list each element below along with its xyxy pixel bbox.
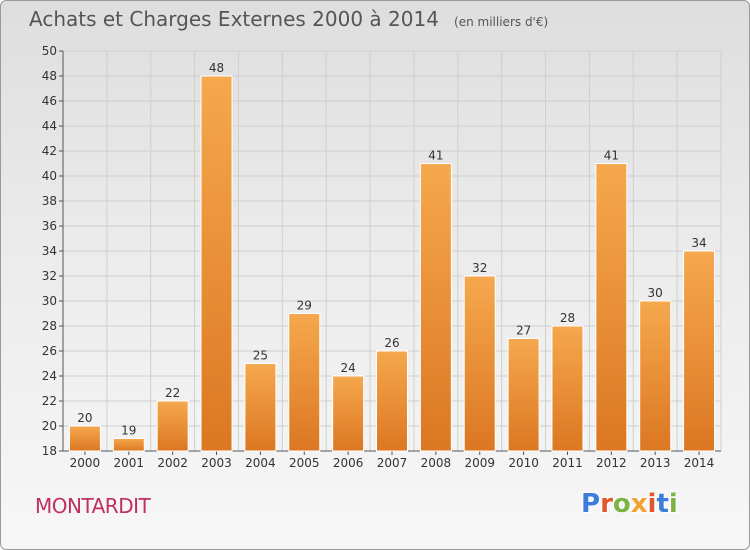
bar: [244, 363, 277, 452]
bar: [639, 300, 672, 452]
x-tick-label: 2002: [157, 456, 188, 470]
bar-value-label: 30: [648, 286, 663, 300]
y-tick-label: 24: [42, 369, 57, 383]
x-tick-label: 2000: [70, 456, 101, 470]
logo-letter: i: [668, 489, 678, 519]
x-tick-label: 2005: [289, 456, 320, 470]
y-tick-label: 48: [42, 69, 57, 83]
logo-letter: P: [581, 489, 601, 519]
bar-value-label: 34: [691, 236, 706, 250]
y-tick-label: 50: [42, 44, 57, 58]
x-tick-label: 2007: [377, 456, 408, 470]
bar-value-label: 26: [384, 336, 399, 350]
bar: [419, 163, 452, 452]
bar-value-label: 41: [604, 149, 619, 163]
x-tick-label: 2009: [464, 456, 495, 470]
bar: [463, 275, 496, 452]
commune-name: MONTARDIT: [35, 494, 151, 518]
x-tick-label: 2004: [245, 456, 276, 470]
bar: [507, 338, 540, 452]
bar-value-label: 48: [209, 61, 224, 75]
value-labels: 20 19 22 48 25 29 24 26 41 32 27 28 41 30 34: [77, 61, 706, 438]
bar: [551, 325, 584, 452]
y-tick-label: 22: [42, 394, 57, 408]
bar-value-label: 41: [428, 149, 443, 163]
bars: [68, 75, 716, 452]
x-tick-label: 2013: [640, 456, 671, 470]
bar: [112, 438, 145, 452]
y-tick-label: 20: [42, 419, 57, 433]
y-tick-label: 38: [42, 194, 57, 208]
bar: [68, 425, 101, 452]
y-tick-label: 18: [42, 444, 57, 458]
logo-letter: x: [630, 489, 648, 519]
y-tick-label: 26: [42, 344, 57, 358]
bar: [288, 313, 321, 452]
y-tick-label: 28: [42, 319, 57, 333]
logo-letter: i: [647, 489, 657, 519]
bar: [156, 400, 189, 452]
bar-value-label: 28: [560, 311, 575, 325]
y-tick-label: 40: [42, 169, 57, 183]
x-tick-label: 2008: [421, 456, 452, 470]
bar: [376, 350, 408, 452]
bar-value-label: 22: [165, 386, 180, 400]
logo-letter: t: [656, 489, 669, 519]
y-tick-label: 30: [42, 294, 57, 308]
y-tick-label: 44: [42, 119, 57, 133]
y-tick-label: 34: [42, 244, 57, 258]
bar-value-label: 29: [297, 299, 312, 313]
y-tick-label: 42: [42, 144, 57, 158]
x-tick-label: 2001: [114, 456, 145, 470]
x-tick-label: 2010: [508, 456, 539, 470]
bar-value-label: 25: [253, 349, 268, 363]
chart-subtitle: (en milliers d'€): [454, 15, 549, 29]
bar: [200, 75, 233, 452]
bar-value-label: 24: [340, 361, 355, 375]
bar-value-label: 19: [121, 424, 136, 438]
x-tick-label: 2006: [333, 456, 364, 470]
logo-letter: r: [600, 489, 613, 519]
x-tick-label: 2003: [201, 456, 232, 470]
x-tick-label: 2014: [684, 456, 715, 470]
y-tick-label: 46: [42, 94, 57, 108]
bar-value-label: 20: [77, 411, 92, 425]
y-tick-label: 36: [42, 219, 57, 233]
bar-value-label: 32: [472, 261, 487, 275]
x-tick-label: 2011: [552, 456, 583, 470]
bar: [683, 250, 716, 452]
x-tick-label: 2012: [596, 456, 627, 470]
bar-value-label: 27: [516, 324, 531, 338]
title-row: Achats et Charges Externes 2000 à 2014 (…: [29, 7, 548, 31]
logo-letter: o: [612, 489, 631, 519]
chart-title: Achats et Charges Externes 2000 à 2014: [29, 7, 439, 31]
proxiti-logo[interactable]: Proxiti: [581, 489, 678, 519]
bar: [332, 375, 365, 452]
bar: [595, 163, 628, 452]
y-tick-label: 32: [42, 269, 57, 283]
